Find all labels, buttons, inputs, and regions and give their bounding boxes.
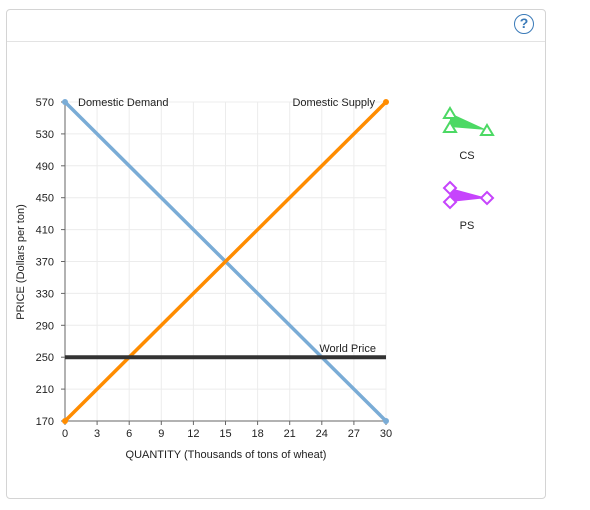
cs-vertex-left[interactable] — [442, 120, 458, 133]
domestic-demand-line-endpoint-0 — [62, 99, 68, 105]
domestic-supply-line-endpoint-0 — [62, 418, 68, 424]
y-tick-label: 290 — [36, 320, 54, 332]
chart-series — [62, 99, 389, 424]
ps-tool[interactable]: PS — [442, 180, 495, 232]
cs-label: CS — [459, 150, 474, 162]
ps-vertex-right[interactable] — [479, 190, 495, 206]
domestic-supply-line-endpoint-1 — [383, 99, 389, 105]
x-tick-label: 15 — [219, 428, 231, 440]
chart-ticks: 0 3 6 9 12 15 18 21 24 27 30 170 210 250 290 330 370 410 4… — [36, 97, 392, 440]
cs-tool[interactable]: CS — [442, 106, 495, 162]
series-label-domestic-demand: Domestic Demand — [78, 97, 168, 109]
y-tick-label: 330 — [36, 288, 54, 300]
domestic-demand-line-endpoint-1 — [383, 418, 389, 424]
x-tick-label: 0 — [62, 428, 68, 440]
y-axis-label: PRICE (Dollars per ton) — [15, 204, 27, 320]
y-tick-label: 370 — [36, 257, 54, 269]
x-tick-label: 12 — [187, 428, 199, 440]
y-tick-label: 170 — [36, 416, 54, 428]
ps-label: PS — [460, 220, 475, 232]
y-tick-label: 530 — [36, 129, 54, 141]
x-tick-label: 30 — [380, 428, 392, 440]
x-tick-label: 21 — [284, 428, 296, 440]
series-label-world-price: World Price — [319, 343, 376, 355]
help-button[interactable]: ? — [514, 14, 534, 34]
x-tick-label: 6 — [126, 428, 132, 440]
x-tick-label: 3 — [94, 428, 100, 440]
y-tick-label: 210 — [36, 384, 54, 396]
cs-vertex-top[interactable] — [442, 106, 458, 119]
y-tick-label: 450 — [36, 193, 54, 205]
x-tick-label: 9 — [158, 428, 164, 440]
domestic-supply-line — [63, 100, 388, 423]
y-tick-label: 490 — [36, 161, 54, 173]
ps-triangle-icon[interactable] — [450, 188, 487, 202]
x-tick-label: 27 — [348, 428, 360, 440]
cs-vertex-right[interactable] — [479, 123, 495, 136]
series-label-domestic-supply: Domestic Supply — [292, 97, 375, 109]
x-tick-label: 24 — [316, 428, 328, 440]
ps-vertex-top[interactable] — [442, 180, 458, 196]
cs-triangle-icon[interactable] — [450, 113, 487, 130]
y-tick-label: 250 — [36, 352, 54, 364]
y-tick-label: 410 — [36, 225, 54, 237]
y-tick-label: 570 — [36, 97, 54, 109]
panel-divider — [7, 41, 545, 42]
x-axis-label: QUANTITY (Thousands of tons of wheat) — [126, 449, 327, 461]
ps-vertex-bottom[interactable] — [442, 194, 458, 210]
x-tick-label: 18 — [251, 428, 263, 440]
graph-panel — [6, 9, 546, 499]
